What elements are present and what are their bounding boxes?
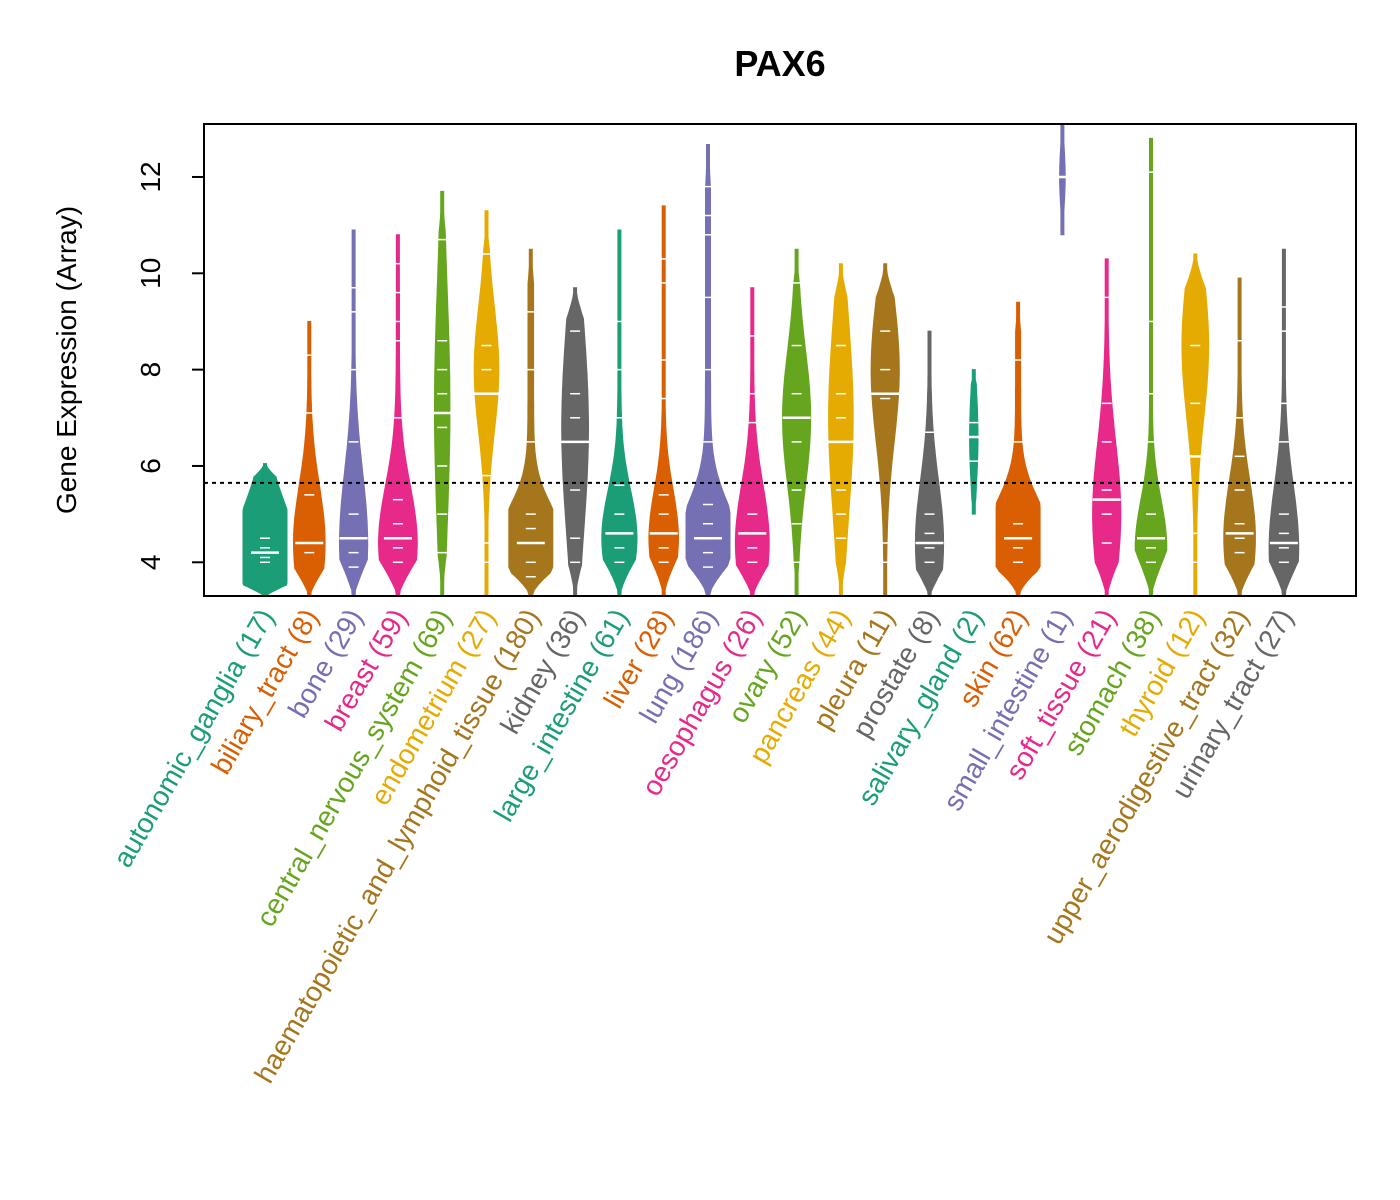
category-count: (27) (1243, 604, 1299, 669)
y-tick-label: 4 (135, 554, 166, 570)
y-axis-label: Gene Expression (Array) (51, 206, 82, 514)
chart-title: PAX6 (734, 43, 825, 84)
y-axis: 4 6 8 10 12 (135, 161, 205, 570)
violin-thyroid (1181, 253, 1210, 597)
y-tick-label: 12 (135, 161, 166, 192)
violin-stomach (1134, 137, 1168, 597)
violin-kidney (561, 287, 590, 597)
violin-small_intestine (1048, 123, 1077, 236)
y-tick-label: 8 (135, 362, 166, 378)
violin-central_nervous_system (428, 190, 457, 597)
violin-pleura (870, 263, 900, 597)
violin-autonomic_ganglia (242, 463, 288, 597)
violin-prostate (914, 330, 945, 597)
violin-liver (648, 205, 680, 597)
violin-skin (995, 301, 1041, 597)
violin-large_intestine (601, 229, 638, 597)
violin-soft_tissue (1092, 258, 1122, 597)
violin-bone (339, 229, 369, 597)
violin-haematopoietic_and_lymphoid_tissue (508, 248, 554, 597)
y-tick-label: 6 (135, 458, 166, 474)
violin-lung (685, 142, 731, 597)
y-tick-label: 10 (135, 258, 166, 289)
violin-biliary_tract (293, 321, 326, 597)
violin-salivary_gland (959, 369, 988, 515)
violin-upper_aerodigestive_tract (1223, 277, 1256, 597)
x-axis-labels: autonomic_ganglia (17)biliary_tract (8)b… (107, 603, 1299, 1088)
violin-oesophagus (734, 287, 770, 597)
violin-group (242, 123, 1300, 597)
violin-endometrium (472, 210, 501, 597)
violin-urinary_tract (1268, 248, 1300, 597)
violin-pancreas (826, 263, 855, 597)
violin-breast (377, 234, 418, 597)
violin-ovary (781, 248, 812, 597)
